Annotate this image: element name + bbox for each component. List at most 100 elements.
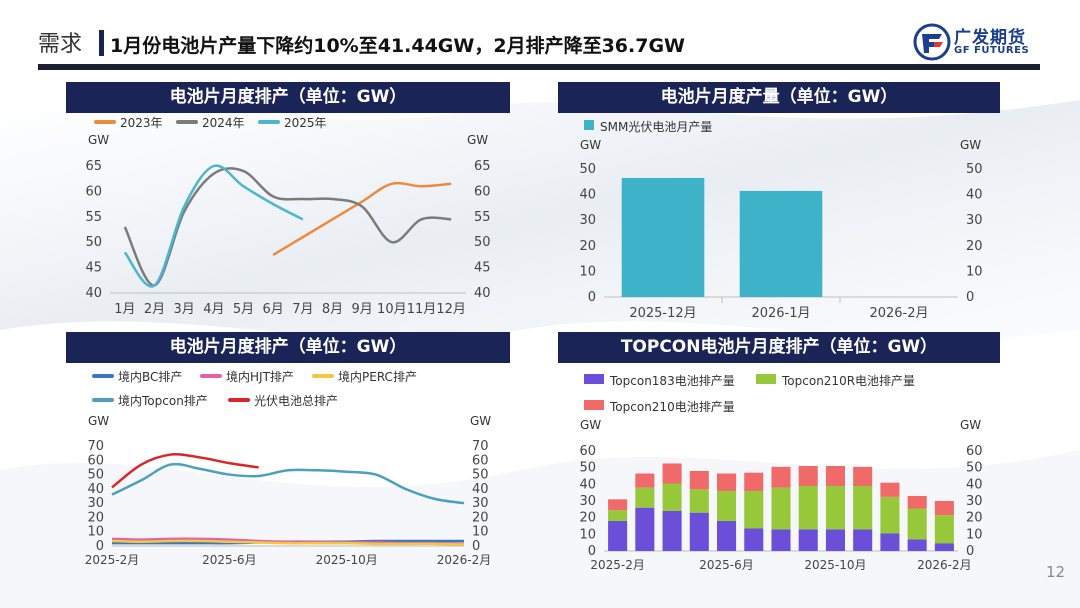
gf-logo-icon <box>913 23 951 61</box>
stacked-bar-segment <box>798 466 818 486</box>
y-tick-label-right: 40 <box>966 477 983 492</box>
x-tick-label: 2025-2月 <box>590 558 645 572</box>
chart2-legend: SMM光伏电池月产量 <box>584 118 784 134</box>
y-tick-label-right: 50 <box>472 468 489 483</box>
y-tick-label-right: 30 <box>966 213 983 228</box>
stacked-bar-segment <box>635 487 655 508</box>
stacked-bar-segment <box>689 489 709 513</box>
stacked-bar-segment <box>907 496 927 509</box>
x-tick-label: 9月 <box>352 302 373 317</box>
y-tick-label-left: 55 <box>85 210 102 225</box>
y-tick-label-right: 20 <box>472 510 489 525</box>
y-tick-label-right: 0 <box>966 544 974 559</box>
legend-label: 2025年 <box>284 116 327 130</box>
legend-label: Topcon210R电池排产量 <box>782 374 916 388</box>
y-tick-label-left: 30 <box>579 494 596 509</box>
y-tick-label-left: 30 <box>579 213 596 228</box>
chart3-legend: 境内BC排产 境内HJT排产 境内PERC排产 境内Topcon排产 光伏电池总… <box>92 368 492 408</box>
y-tick-label-right: 0 <box>966 290 974 305</box>
legend-swatch <box>584 400 604 410</box>
stacked-bar-segment <box>880 533 900 551</box>
stacked-bar-segment <box>934 501 954 516</box>
bar <box>621 177 705 297</box>
y-tick-label-right: 70 <box>472 439 489 454</box>
series-line <box>123 167 452 287</box>
y-tick-label-left: 50 <box>85 235 102 250</box>
y-tick-label-left: 50 <box>87 468 104 483</box>
stacked-bar-segment <box>771 529 791 551</box>
y-tick-label-left: 40 <box>579 188 596 203</box>
section-label: 需求 <box>38 32 83 57</box>
y-tick-label-left: 45 <box>85 261 102 276</box>
y-tick-label-left: 60 <box>85 184 102 199</box>
legend-swatch <box>228 398 250 402</box>
stacked-bar-segment <box>689 471 709 490</box>
x-tick-label: 3月 <box>174 302 195 317</box>
legend-label: 光伏电池总排产 <box>254 394 339 408</box>
y-tick-label-right: 55 <box>474 210 491 225</box>
y-tick-label-right: 40 <box>472 482 489 497</box>
x-tick-label: 2025-2月 <box>85 553 140 567</box>
logo-name-en: GF FUTURES <box>954 45 1030 56</box>
y-tick-label-right: 60 <box>472 453 489 468</box>
stacked-bar-segment <box>608 499 628 511</box>
company-logo: 广发期货 GF FUTURES <box>912 22 1042 62</box>
chart2-unit-right: GW <box>960 138 982 152</box>
x-tick-label: 4月 <box>203 302 224 317</box>
legend-swatch <box>258 120 280 124</box>
stacked-bar-segment <box>880 482 900 497</box>
chart1-legend: 2023年 2024年 2025年 <box>94 114 394 130</box>
x-tick-label: 2026-1月 <box>751 306 810 321</box>
y-tick-label-left: 60 <box>579 444 596 459</box>
chart3-unit-right: GW <box>470 414 492 428</box>
x-tick-label: 2026-2月 <box>437 553 492 567</box>
legend-swatch <box>756 374 776 384</box>
y-tick-label-right: 0 <box>472 539 480 554</box>
legend-swatch <box>94 120 116 124</box>
legend-swatch <box>584 374 604 384</box>
chart3-unit-left: GW <box>88 414 110 428</box>
page-number: 12 <box>1046 563 1066 581</box>
stacked-bar-segment <box>853 486 873 530</box>
y-tick-label-left: 0 <box>588 290 596 305</box>
stacked-bar-segment <box>662 463 682 484</box>
y-tick-label-right: 60 <box>966 444 983 459</box>
y-tick-label-right: 30 <box>472 496 489 511</box>
series-line <box>111 539 465 546</box>
legend-label: 境内HJT排产 <box>226 370 294 384</box>
legend-label: 境内BC排产 <box>118 370 183 384</box>
y-tick-label-left: 0 <box>96 539 104 554</box>
y-tick-label-right: 40 <box>966 188 983 203</box>
page-title: 1月份电池片产量下降约10%至41.44GW，2月排产降至36.7GW <box>110 35 686 57</box>
y-tick-label-left: 10 <box>87 525 104 540</box>
chart4-unit-right: GW <box>960 418 982 432</box>
chart1-unit-right: GW <box>467 133 489 147</box>
series-line <box>123 164 304 288</box>
stacked-bar-segment <box>662 483 682 511</box>
header-rule <box>38 64 1040 70</box>
logo-name-cn: 广发期货 <box>954 28 1026 48</box>
y-tick-label-left: 20 <box>579 511 596 526</box>
stacked-bar-segment <box>608 510 628 521</box>
y-tick-label-left: 50 <box>579 162 596 177</box>
y-tick-label-right: 50 <box>966 461 983 476</box>
stacked-bar-segment <box>880 496 900 534</box>
x-tick-label: 2025-10月 <box>316 553 378 567</box>
stacked-bar-segment <box>662 511 682 551</box>
y-tick-label-left: 40 <box>85 286 102 301</box>
legend-swatch <box>92 398 114 402</box>
x-tick-label: 6月 <box>263 302 284 317</box>
y-tick-label-left: 70 <box>87 439 104 454</box>
y-tick-label-right: 10 <box>472 525 489 540</box>
y-tick-label-right: 60 <box>474 184 491 199</box>
stacked-bar-segment <box>635 507 655 551</box>
y-tick-label-left: 50 <box>579 461 596 476</box>
stacked-bar-segment <box>717 473 737 491</box>
y-tick-label-left: 60 <box>87 453 104 468</box>
y-tick-label-left: 30 <box>87 496 104 511</box>
y-tick-label-right: 45 <box>474 261 491 276</box>
chart3-title: 电池片月度排产（单位：GW） <box>66 332 510 363</box>
chart4-unit-left: GW <box>580 418 602 432</box>
